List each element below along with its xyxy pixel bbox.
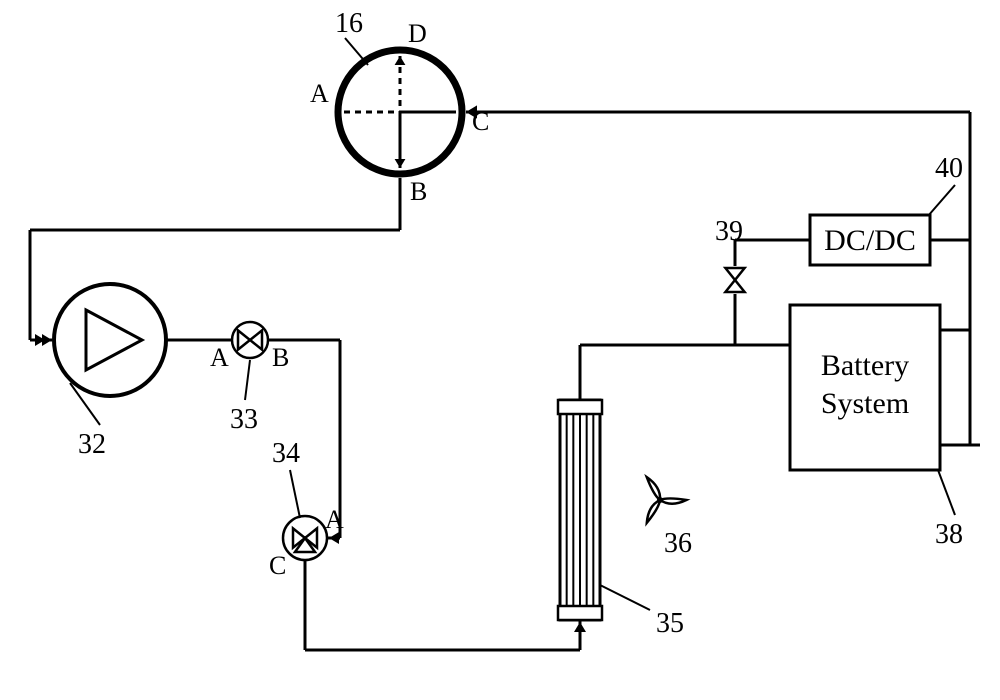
svg-text:B: B bbox=[272, 343, 289, 372]
pump bbox=[54, 284, 166, 396]
svg-text:A: A bbox=[210, 343, 229, 372]
svg-text:39: 39 bbox=[715, 216, 743, 247]
svg-text:16: 16 bbox=[335, 8, 363, 39]
svg-text:33: 33 bbox=[230, 404, 258, 435]
svg-text:32: 32 bbox=[78, 429, 106, 460]
svg-text:DC/DC: DC/DC bbox=[824, 224, 916, 257]
svg-text:38: 38 bbox=[935, 519, 963, 550]
svg-text:Battery: Battery bbox=[821, 349, 909, 382]
svg-text:System: System bbox=[821, 387, 909, 420]
fan-icon bbox=[647, 477, 687, 523]
svg-text:D: D bbox=[408, 19, 427, 48]
svg-text:B: B bbox=[410, 177, 427, 206]
svg-text:35: 35 bbox=[656, 608, 684, 639]
svg-text:40: 40 bbox=[935, 153, 963, 184]
svg-text:A: A bbox=[310, 79, 329, 108]
svg-text:C: C bbox=[269, 551, 286, 580]
svg-text:36: 36 bbox=[664, 528, 692, 559]
svg-text:34: 34 bbox=[272, 438, 300, 469]
